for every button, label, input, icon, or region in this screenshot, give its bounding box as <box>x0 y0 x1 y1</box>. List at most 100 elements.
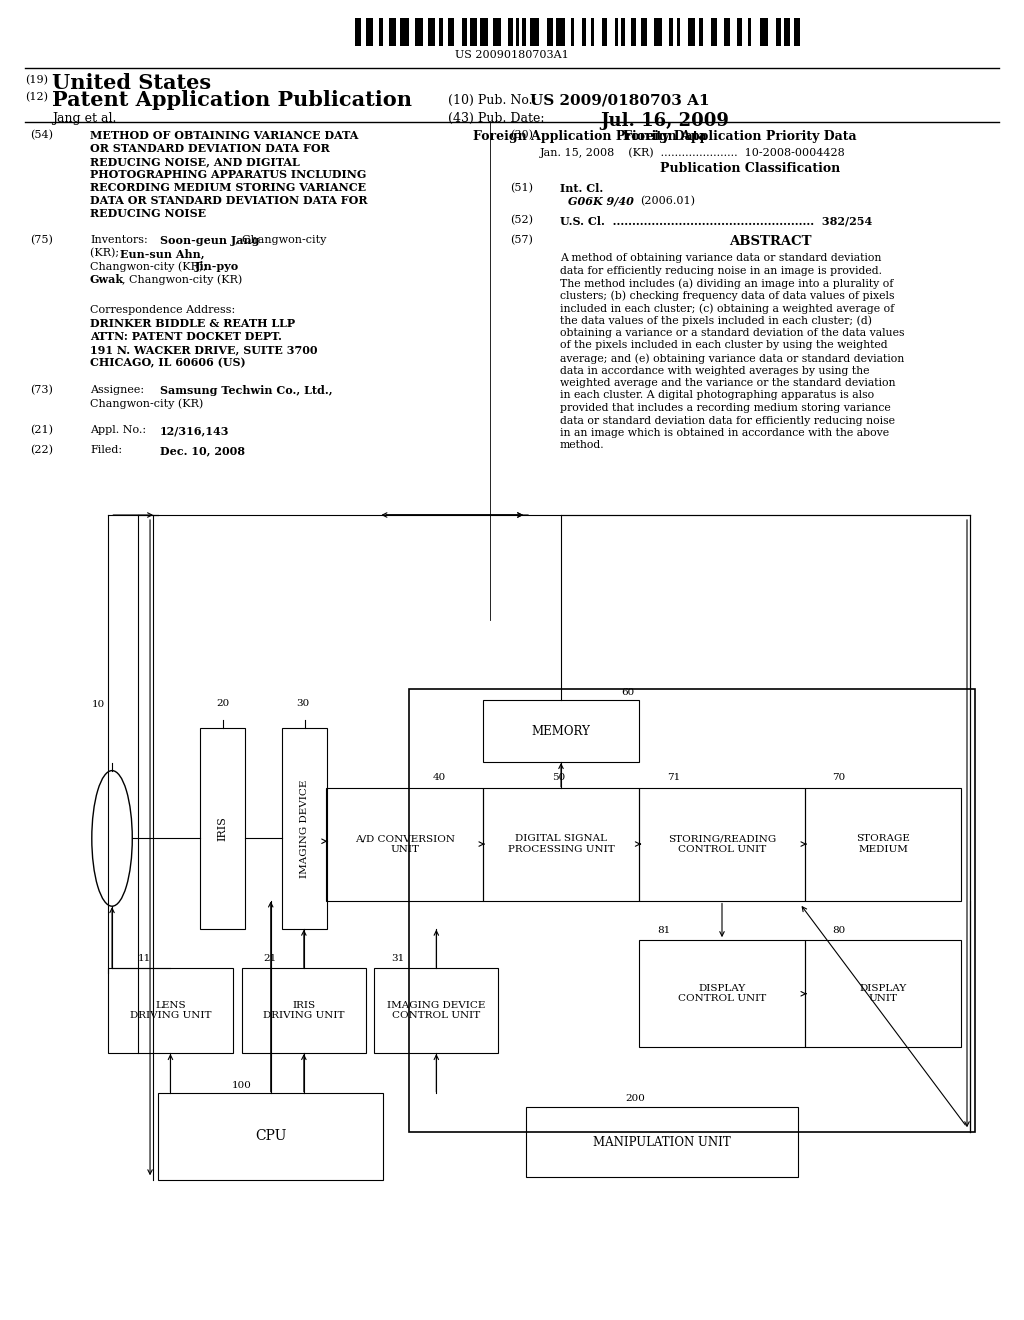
Bar <box>602 18 607 46</box>
Bar <box>615 18 618 46</box>
Text: Changwon-city (KR);: Changwon-city (KR); <box>90 261 211 272</box>
Text: DIGITAL SIGNAL
PROCESSING UNIT: DIGITAL SIGNAL PROCESSING UNIT <box>508 834 614 854</box>
Bar <box>374 969 499 1053</box>
Text: , Changwon-city: , Changwon-city <box>234 235 327 246</box>
Text: REDUCING NOISE: REDUCING NOISE <box>90 209 206 219</box>
Bar <box>415 18 423 46</box>
Bar <box>749 18 752 46</box>
Text: Jin-pyo: Jin-pyo <box>195 261 240 272</box>
Text: 100: 100 <box>231 1081 252 1090</box>
Text: MEMORY: MEMORY <box>531 725 591 738</box>
Text: (19): (19) <box>25 75 48 86</box>
Bar <box>379 18 383 46</box>
Bar <box>583 18 586 46</box>
Bar <box>470 18 477 46</box>
Bar <box>571 18 574 46</box>
Text: Eun-sun Ahn,: Eun-sun Ahn, <box>120 248 205 259</box>
Bar <box>760 18 768 46</box>
Text: the data values of the pixels included in each cluster; (d): the data values of the pixels included i… <box>560 315 872 326</box>
Text: 30: 30 <box>296 698 309 708</box>
Bar <box>462 18 467 46</box>
Bar <box>355 18 361 46</box>
Text: of the pixels included in each cluster by using the weighted: of the pixels included in each cluster b… <box>560 341 888 351</box>
Text: 12/316,143: 12/316,143 <box>160 425 229 436</box>
Text: IMAGING DEVICE: IMAGING DEVICE <box>300 779 309 878</box>
Text: Foreign Application Priority Data: Foreign Application Priority Data <box>473 129 707 143</box>
Bar <box>109 969 232 1053</box>
Text: DISPLAY
CONTROL UNIT: DISPLAY CONTROL UNIT <box>678 985 766 1003</box>
Text: method.: method. <box>560 441 604 450</box>
Text: U.S. Cl.  ....................................................  382/254: U.S. Cl. ...............................… <box>560 215 872 226</box>
Bar <box>283 729 328 929</box>
Text: STORAGE
MEDIUM: STORAGE MEDIUM <box>856 834 910 854</box>
Bar <box>400 18 409 46</box>
Text: data in accordance with weighted averages by using the: data in accordance with weighted average… <box>560 366 869 375</box>
Text: , Changwon-city (KR): , Changwon-city (KR) <box>122 275 243 285</box>
Bar <box>776 18 780 46</box>
Bar <box>654 18 663 46</box>
Text: 200: 200 <box>626 1094 645 1102</box>
Bar <box>522 18 525 46</box>
Text: data for efficiently reducing noise in an image is provided.: data for efficiently reducing noise in a… <box>560 265 882 276</box>
Text: (21): (21) <box>30 425 53 436</box>
Text: Inventors:: Inventors: <box>90 235 147 246</box>
Text: Int. Cl.: Int. Cl. <box>560 183 603 194</box>
Text: (57): (57) <box>510 235 532 246</box>
Bar <box>547 18 553 46</box>
Bar <box>805 788 962 900</box>
Text: 71: 71 <box>667 774 680 783</box>
Text: Gwak: Gwak <box>90 275 124 285</box>
Bar <box>688 18 694 46</box>
Text: (73): (73) <box>30 385 53 395</box>
Bar <box>480 18 488 46</box>
Bar <box>526 1106 799 1177</box>
Bar <box>639 940 805 1048</box>
Text: Assignee:: Assignee: <box>90 385 144 395</box>
Text: Correspondence Address:: Correspondence Address: <box>90 305 236 315</box>
Text: LENS
DRIVING UNIT: LENS DRIVING UNIT <box>130 1001 211 1020</box>
Text: (12): (12) <box>25 92 48 103</box>
Text: Samsung Techwin Co., Ltd.,: Samsung Techwin Co., Ltd., <box>160 385 333 396</box>
Text: US 20090180703A1: US 20090180703A1 <box>455 50 569 59</box>
Text: Appl. No.:: Appl. No.: <box>90 425 146 436</box>
Text: RECORDING MEDIUM STORING VARIANCE: RECORDING MEDIUM STORING VARIANCE <box>90 182 367 193</box>
Text: A/D CONVERSION
UNIT: A/D CONVERSION UNIT <box>354 834 455 854</box>
Text: 10: 10 <box>92 700 105 709</box>
Text: OR STANDARD DEVIATION DATA FOR: OR STANDARD DEVIATION DATA FOR <box>90 143 330 154</box>
Text: 31: 31 <box>391 954 404 964</box>
Bar <box>242 969 366 1053</box>
Bar <box>482 788 639 900</box>
Bar <box>737 18 741 46</box>
Bar <box>410 689 975 1133</box>
Text: 11: 11 <box>138 954 152 964</box>
Bar <box>367 18 373 46</box>
Text: 21: 21 <box>263 954 276 964</box>
Text: 191 N. WACKER DRIVE, SUITE 3700: 191 N. WACKER DRIVE, SUITE 3700 <box>90 345 317 355</box>
Text: (43) Pub. Date:: (43) Pub. Date: <box>449 112 545 125</box>
Text: DRINKER BIDDLE & REATH LLP: DRINKER BIDDLE & REATH LLP <box>90 318 295 329</box>
Text: (52): (52) <box>510 215 534 226</box>
Text: PHOTOGRAPHING APPARATUS INCLUDING: PHOTOGRAPHING APPARATUS INCLUDING <box>90 169 367 180</box>
Text: weighted average and the variance or the standard deviation: weighted average and the variance or the… <box>560 378 896 388</box>
Text: 81: 81 <box>657 925 671 935</box>
Text: IRIS
DRIVING UNIT: IRIS DRIVING UNIT <box>263 1001 345 1020</box>
Bar <box>622 18 625 46</box>
Bar <box>699 18 702 46</box>
Text: Jan. 15, 2008    (KR)  ......................  10-2008-0004428: Jan. 15, 2008 (KR) .....................… <box>540 147 846 157</box>
Bar <box>428 18 434 46</box>
Text: 20: 20 <box>216 698 229 708</box>
Text: G06K 9/40: G06K 9/40 <box>568 195 634 207</box>
Text: (KR);: (KR); <box>90 248 123 259</box>
Text: (75): (75) <box>30 235 53 246</box>
Text: United States: United States <box>52 73 211 92</box>
Bar <box>631 18 636 46</box>
Bar <box>439 18 442 46</box>
Text: Publication Classification: Publication Classification <box>659 162 840 176</box>
Bar <box>201 729 246 929</box>
Bar <box>508 18 513 46</box>
Text: MANIPULATION UNIT: MANIPULATION UNIT <box>593 1135 731 1148</box>
Text: REDUCING NOISE, AND DIGITAL: REDUCING NOISE, AND DIGITAL <box>90 156 300 168</box>
Bar <box>389 18 395 46</box>
Text: in each cluster. A digital photographing apparatus is also: in each cluster. A digital photographing… <box>560 391 874 400</box>
Bar <box>677 18 680 46</box>
